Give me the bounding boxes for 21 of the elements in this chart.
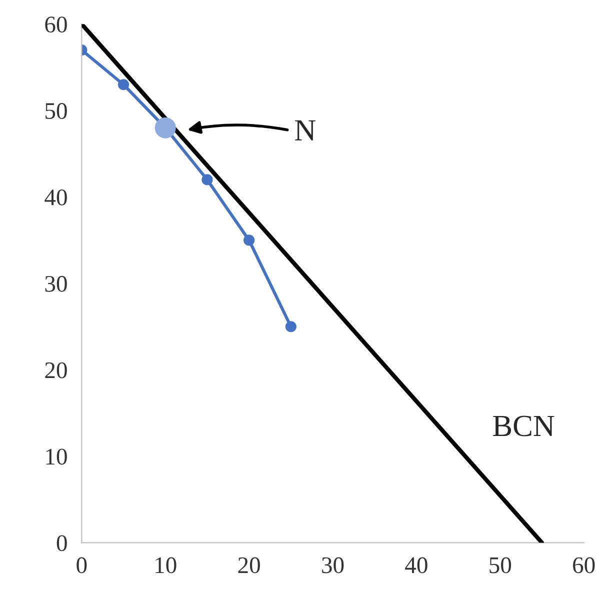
- y-tick-label: 20: [45, 362, 67, 378]
- y-tick-label: 60: [45, 16, 67, 33]
- y-tick-label: 40: [44, 189, 67, 206]
- point: [285, 321, 296, 332]
- x-tick-label: 50: [490, 557, 512, 574]
- x-tick-label: 10: [156, 557, 176, 574]
- y-tick-label: 10: [46, 448, 67, 465]
- annotation: N: [294, 120, 316, 140]
- x-tick-label: 60: [573, 557, 595, 574]
- y-tick-label: 0: [56, 535, 67, 552]
- annotation: BCN: [493, 416, 554, 436]
- x-tick-label: 0: [76, 557, 87, 574]
- x-tick-label: 40: [405, 557, 428, 574]
- x-tick-label: 20: [238, 557, 260, 574]
- point: [118, 79, 130, 90]
- point: [244, 234, 255, 246]
- point: [202, 174, 213, 186]
- y-tick-label: 50: [46, 103, 67, 119]
- y-tick-label: 30: [45, 276, 67, 292]
- point: [154, 117, 176, 138]
- x-tick-label: 30: [322, 557, 344, 574]
